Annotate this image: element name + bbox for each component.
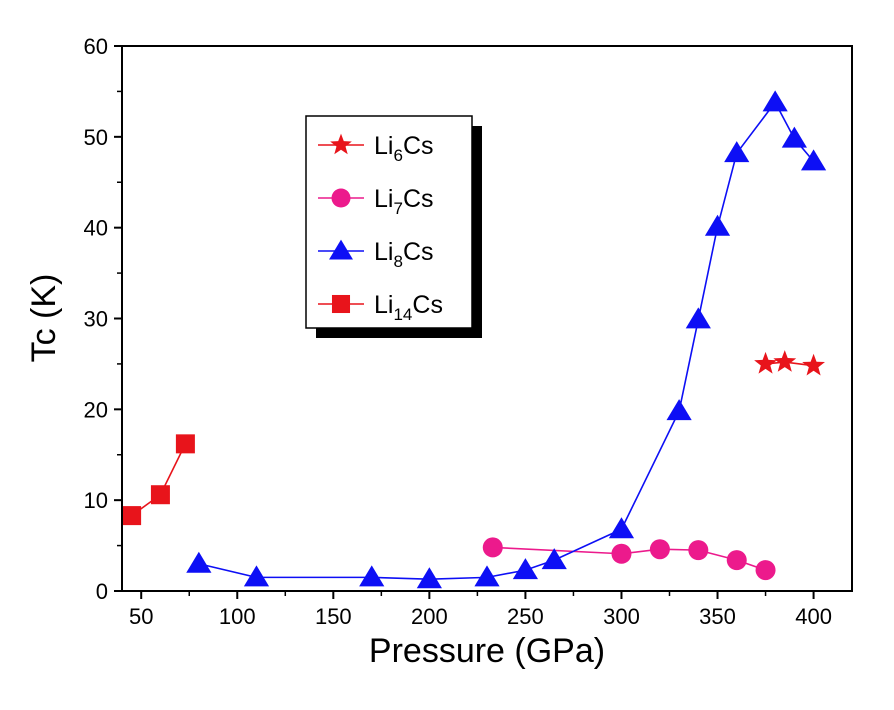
- x-tick-label: 150: [315, 604, 352, 629]
- y-axis-title: Tc (K): [25, 274, 63, 363]
- data-point-Li7Cs: [649, 539, 670, 560]
- data-point-Li7Cs: [688, 540, 709, 561]
- legend-label: Li7Cs: [374, 185, 434, 218]
- data-point-Li6Cs: [754, 351, 777, 374]
- data-point-Li8Cs: [512, 558, 539, 580]
- data-point-Li7Cs: [755, 560, 776, 581]
- series-Li7Cs: [482, 537, 776, 581]
- legend-entry-Li7Cs: Li7Cs: [318, 185, 434, 218]
- data-point-Li8Cs: [359, 565, 385, 587]
- data-point-Li8Cs: [186, 551, 212, 573]
- x-tick-label: 200: [411, 604, 448, 629]
- data-point-Li8Cs: [541, 548, 567, 570]
- series-Li14Cs: [122, 434, 195, 526]
- data-point-Li7Cs: [482, 537, 503, 558]
- axes: 50 100 150 200 250 300 350 400 0 10 20 30 40 50 60: [84, 34, 832, 629]
- data-point-Li8Cs: [781, 126, 807, 148]
- data-point-Li7Cs: [726, 550, 747, 571]
- plot-area: [121, 45, 853, 592]
- x-axis-title: Pressure (GPa): [369, 632, 605, 670]
- data-point-Li6Cs: [802, 353, 825, 376]
- y-tick-label: 20: [84, 397, 108, 422]
- data-point-Li7Cs: [611, 543, 632, 564]
- data-point-Li8Cs: [416, 567, 442, 589]
- legend-marker-star: [330, 133, 352, 155]
- data-point-Li6Cs: [773, 350, 797, 372]
- legend-label: Li6Cs: [374, 132, 434, 165]
- data-point-Li8Cs: [608, 517, 635, 539]
- legend-entries: Li6Cs Li7Cs Li8Cs Li14Cs: [318, 132, 443, 324]
- legend-entry-Li8Cs: Li8Cs: [318, 238, 434, 271]
- x-tick-label: 300: [603, 604, 640, 629]
- legend-entry-Li6Cs: Li6Cs: [318, 132, 434, 165]
- series-layer: [122, 90, 827, 589]
- legend-label: Li8Cs: [374, 238, 434, 271]
- legend-marker-circle: [331, 188, 351, 208]
- series-Li6Cs: [754, 350, 825, 376]
- legend-marker-triangle: [329, 239, 353, 260]
- y-tick-label: 50: [84, 125, 108, 150]
- data-point-Li14Cs: [175, 434, 195, 454]
- series-Li8Cs: [186, 90, 827, 589]
- y-tick-label: 10: [84, 488, 108, 513]
- legend-entry-Li14Cs: Li14Cs: [318, 291, 443, 324]
- legend: Li6Cs Li7Cs Li8Cs Li14Cs: [305, 115, 482, 338]
- y-tick-label: 40: [84, 216, 108, 241]
- data-point-Li8Cs: [685, 307, 711, 329]
- data-point-Li8Cs: [724, 141, 750, 163]
- data-point-Li8Cs: [704, 214, 731, 236]
- data-point-Li8Cs: [243, 565, 270, 587]
- data-point-Li8Cs: [800, 149, 827, 171]
- data-point-Li8Cs: [762, 90, 788, 112]
- y-tick-label: 0: [96, 579, 108, 604]
- legend-label: Li14Cs: [374, 291, 443, 324]
- y-tick-label: 30: [84, 307, 108, 332]
- data-point-Li14Cs: [150, 485, 170, 505]
- y-tick-label: 60: [84, 34, 108, 59]
- legend-box: [305, 115, 473, 329]
- data-point-Li8Cs: [474, 565, 500, 587]
- data-point-Li8Cs: [666, 399, 692, 421]
- x-tick-label: 250: [507, 604, 544, 629]
- plot-background: [122, 46, 852, 591]
- x-tick-label: 100: [219, 604, 256, 629]
- data-point-Li14Cs: [122, 506, 142, 526]
- x-tick-label: 400: [795, 604, 832, 629]
- x-tick-label: 350: [699, 604, 736, 629]
- legend-marker-square: [331, 294, 351, 314]
- x-tick-label: 50: [129, 604, 153, 629]
